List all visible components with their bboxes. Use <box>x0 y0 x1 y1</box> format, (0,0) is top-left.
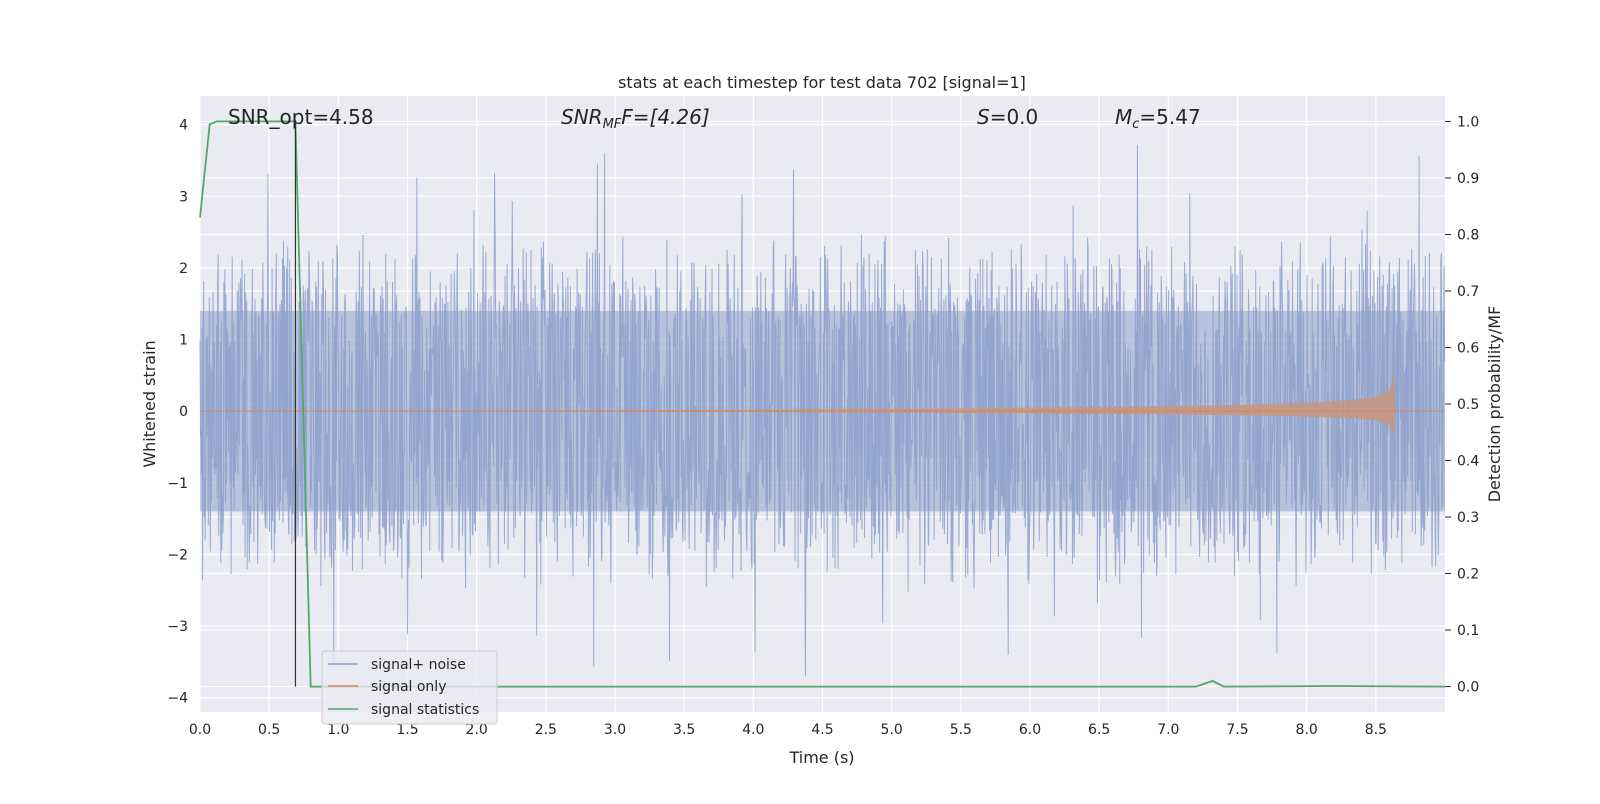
x-tick-label: 2.0 <box>466 722 488 738</box>
y-right-tick-label: 0.7 <box>1457 284 1479 300</box>
y-left-tick-label: 3 <box>179 189 188 205</box>
y-left-tick-label: 4 <box>179 118 188 134</box>
annotation-s: S=0.0 <box>977 105 1038 129</box>
x-tick-label: 8.0 <box>1296 722 1318 738</box>
legend: signal+ noise signal only signal statist… <box>321 650 498 725</box>
y-left-tick-label: 0 <box>179 404 188 420</box>
legend-label-noise: signal+ noise <box>371 657 466 673</box>
annotation-mc: Mc=5.47 <box>1115 105 1201 132</box>
x-tick-label: 6.5 <box>1088 722 1110 738</box>
series-signal-only <box>200 371 1445 437</box>
chart-title: stats at each timestep for test data 702… <box>618 73 1026 92</box>
y-right-tick-label: 0.3 <box>1457 510 1479 526</box>
y-left-tick-label: −3 <box>167 619 188 635</box>
noise-trace <box>199 144 1446 677</box>
x-tick-label: 1.5 <box>396 722 418 738</box>
y-left-tick-label: −1 <box>167 476 188 492</box>
y-right-tick-label: 0.6 <box>1457 340 1479 356</box>
x-tick-label: 7.0 <box>1157 722 1179 738</box>
x-tick-label: 6.0 <box>1019 722 1041 738</box>
stats-line <box>199 120 1446 688</box>
y-axis-left-label: Whitened strain <box>140 340 159 467</box>
y-left-tick-label: −4 <box>167 691 188 707</box>
x-axis-label: Time (s) <box>788 748 854 767</box>
x-tick-label: 0.5 <box>258 722 280 738</box>
x-tick-label: 5.0 <box>881 722 903 738</box>
legend-label-signal: signal only <box>371 679 446 695</box>
y-axis-left-ticks: 4 3 2 1 0 −1 −2 −3 −4 <box>167 118 188 707</box>
y-right-tick-label: 0.1 <box>1457 623 1479 639</box>
x-tick-label: 8.5 <box>1365 722 1387 738</box>
annotation-snr-mf: SNRMFF=[4.26] <box>561 105 710 132</box>
y-left-tick-label: −2 <box>167 547 188 563</box>
y-right-tick-label: 0.9 <box>1457 171 1479 187</box>
y-right-tick-label: 0.8 <box>1457 227 1479 243</box>
x-tick-label: 5.5 <box>950 722 972 738</box>
x-tick-label: 7.5 <box>1226 722 1248 738</box>
y-left-tick-label: 2 <box>179 261 188 277</box>
x-tick-label: 4.0 <box>742 722 764 738</box>
y-left-tick-label: 1 <box>179 333 188 349</box>
x-tick-label: 3.0 <box>604 722 626 738</box>
y-axis-right-label: Detection probability/MF <box>1485 306 1504 503</box>
annotation-snr-opt: SNR_opt=4.58 <box>228 105 374 129</box>
y-right-tick-label: 0.4 <box>1457 454 1479 470</box>
y-right-tick-label: 0.0 <box>1457 680 1479 696</box>
y-right-tick-label: 1.0 <box>1457 114 1479 130</box>
x-tick-label: 0.0 <box>189 722 211 738</box>
x-tick-label: 2.5 <box>535 722 557 738</box>
y-right-tick-label: 0.5 <box>1457 397 1479 413</box>
y-right-tick-label: 0.2 <box>1457 567 1479 583</box>
legend-box <box>321 650 498 725</box>
y-axis-right-ticks: 1.0 0.9 0.8 0.7 0.6 0.5 0.4 0.3 0.2 0.1 0.0 <box>1445 114 1479 696</box>
x-tick-label: 1.0 <box>327 722 349 738</box>
legend-label-stats: signal statistics <box>371 702 479 718</box>
series-signal-statistics <box>199 120 1446 688</box>
x-tick-label: 3.5 <box>673 722 695 738</box>
x-tick-label: 4.5 <box>811 722 833 738</box>
x-axis-ticks: 0.0 0.5 1.0 1.5 2.0 2.5 3.0 3.5 4.0 4.5 5.0 5.5 6.0 6… <box>189 722 1387 738</box>
